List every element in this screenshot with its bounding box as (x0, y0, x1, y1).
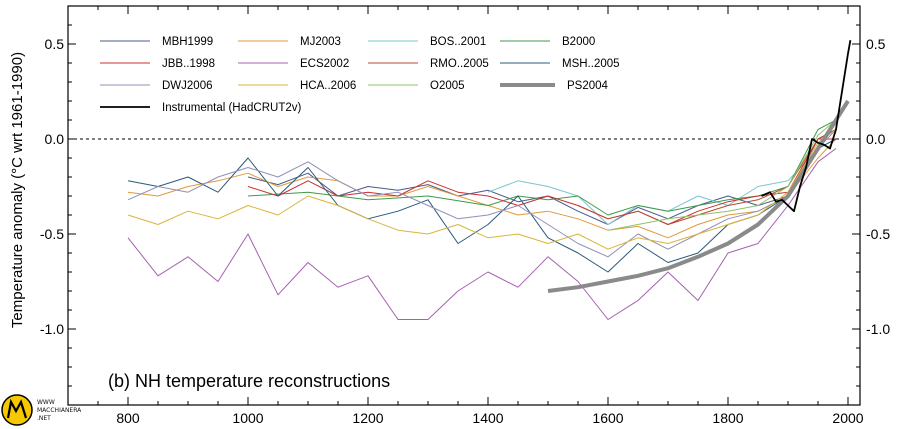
series-line-12 (761, 40, 852, 213)
legend-label-1-0: JBB..1998 (162, 58, 215, 70)
legend-label-3-0: Instrumental (HadCRUT2v) (162, 102, 301, 114)
x-tick-label-6: 2000 (832, 410, 863, 426)
y-tick-label-left-0: 0.5 (45, 36, 65, 52)
x-tick-label-2: 1200 (352, 410, 383, 426)
legend-label-0-3: B2000 (562, 36, 595, 48)
watermark-line2: MACCHIANERA (37, 407, 82, 414)
y-tick-label-left-2: -0.5 (40, 226, 64, 242)
y-tick-label-right-0: 0.5 (866, 36, 886, 52)
legend: MBH1999 MJ2003 BOS..2001 B2000 JBB..1998 ECS2… (100, 36, 620, 114)
plot-area (68, 40, 860, 320)
panel-label: (b) NH temperature reconstructions (108, 371, 390, 391)
legend-label-1-1: ECS2002 (300, 58, 349, 70)
series-line-1 (127, 138, 837, 239)
series-line-5 (127, 148, 837, 320)
series-line-8 (127, 129, 837, 258)
series-line-11 (547, 99, 850, 293)
y-tick-label-right-3: -1.0 (866, 321, 890, 337)
legend-label-2-2: O2005 (430, 80, 465, 92)
legend-label-0-1: MJ2003 (300, 36, 341, 48)
legend-label-1-3: MSH..2005 (562, 58, 620, 70)
legend-label-2-3: PS2004 (567, 80, 609, 92)
series-line-4 (247, 138, 836, 225)
x-tick-label-4: 1600 (592, 410, 623, 426)
series-line-10 (607, 119, 837, 231)
series-line-9 (127, 129, 837, 250)
watermark-logo: WWW MACCHIANERA .NET (1, 394, 82, 426)
x-tick-label-0: 800 (116, 410, 140, 426)
series-line-0 (247, 129, 837, 225)
legend-label-0-2: BOS..2001 (430, 36, 486, 48)
logo-m-icon (6, 398, 28, 419)
y-tick-label-right-1: 0.0 (866, 131, 886, 147)
series-line-3 (247, 119, 837, 216)
y-tick-label-left-1: 0.0 (45, 131, 65, 147)
watermark-line1: WWW (37, 399, 55, 406)
watermark-line3: .NET (37, 415, 51, 422)
axes: 800 1000 1200 1400 1600 1800 2000 0.5 0.5 0.0 0.0 -… (40, 5, 890, 426)
y-axis-label: Temperature anomaly (°C wrt 1961-1990) (9, 52, 26, 328)
y-tick-label-right-2: -0.5 (866, 226, 890, 242)
series-line-6 (577, 129, 837, 225)
legend-label-0-0: MBH1999 (162, 36, 213, 48)
legend-label-2-1: HCA..2006 (300, 80, 356, 92)
y-tick-label-left-3: -1.0 (40, 321, 64, 337)
plot-frame (67, 5, 861, 406)
x-tick-label-1: 1000 (232, 410, 263, 426)
legend-label-1-2: RMO..2005 (430, 58, 489, 70)
x-tick-label-5: 1800 (712, 410, 743, 426)
legend-label-2-0: DWJ2006 (162, 80, 213, 92)
x-tick-label-3: 1400 (472, 410, 503, 426)
